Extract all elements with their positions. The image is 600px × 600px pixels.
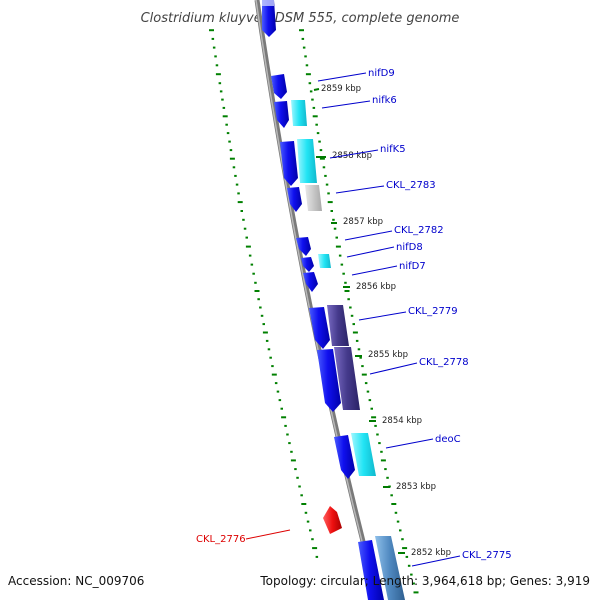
gene-label-nifk5[interactable]: nifK5 bbox=[380, 144, 406, 155]
genome-backbone bbox=[254, 0, 381, 600]
gene-arrow-ckl-2778[interactable] bbox=[317, 349, 341, 412]
gene-box-nifk5[interactable] bbox=[297, 139, 317, 183]
gene-arrow-nifd9[interactable] bbox=[271, 74, 287, 99]
kbp-label: 2859 kbp bbox=[321, 84, 361, 94]
gene-label-ckl-2782[interactable]: CKL_2782 bbox=[394, 225, 444, 236]
gene-label-nifd8[interactable]: nifD8 bbox=[396, 242, 423, 253]
gene-label-nifd7[interactable]: nifD7 bbox=[399, 261, 426, 272]
page-title: Clostridium kluyveri DSM 555, complete g… bbox=[141, 11, 460, 26]
gene-arrow-ckl-2776[interactable] bbox=[323, 506, 342, 534]
right-tick-track bbox=[299, 29, 419, 594]
kbp-scale: 2859 kbp 2858 kbp 2857 kbp 2856 kbp 2855… bbox=[313, 84, 451, 558]
leader-line-ckl-2778 bbox=[369, 362, 418, 375]
gene-arrow-nifd7[interactable] bbox=[303, 272, 318, 292]
kbp-label: 2855 kbp bbox=[368, 350, 408, 360]
gene-label-deoc[interactable]: deoC bbox=[435, 434, 461, 445]
leader-line-ckl-2775 bbox=[411, 555, 461, 567]
kbp-label: 2856 kbp bbox=[356, 282, 396, 292]
accession-text: Accession: NC_009706 bbox=[8, 574, 144, 588]
gene-label-ckl-2776[interactable]: CKL_2776 bbox=[196, 534, 246, 545]
gene-label-ckl-2775[interactable]: CKL_2775 bbox=[462, 550, 512, 561]
genome-backbone-highlight bbox=[255, 0, 378, 600]
leader-line-ckl-2776 bbox=[245, 529, 291, 540]
gene-box-nifd8[interactable] bbox=[318, 254, 331, 268]
gene-features bbox=[271, 74, 405, 600]
gene-arrow-top[interactable] bbox=[262, 0, 276, 37]
gene-arrow-nifk6[interactable] bbox=[274, 101, 289, 128]
gene-arrow-nifk5[interactable] bbox=[280, 141, 298, 186]
gene-label-ckl-2779[interactable]: CKL_2779 bbox=[408, 306, 458, 317]
gene-arrow-ckl-2775[interactable] bbox=[358, 540, 384, 600]
gene-labels: nifD9 nifk6 nifK5 CKL_2783 CKL_2782 nifD… bbox=[196, 68, 512, 561]
leader-line-nifk5 bbox=[329, 149, 379, 159]
leader-line-nifd8 bbox=[346, 246, 395, 258]
leader-line-ckl-2779 bbox=[358, 311, 407, 321]
gene-label-nifk6[interactable]: nifk6 bbox=[372, 95, 397, 106]
gene-label-nifd9[interactable]: nifD9 bbox=[368, 68, 395, 79]
leader-line-deoc bbox=[385, 438, 434, 449]
gene-arrow-ckl-2782[interactable] bbox=[296, 237, 311, 256]
leader-line-nifd9 bbox=[317, 72, 367, 82]
kbp-label: 2858 kbp bbox=[332, 151, 372, 161]
gene-arrow-nifd8[interactable] bbox=[301, 257, 314, 272]
topology-text: Topology: circular; Length: 3,964,618 bp… bbox=[259, 574, 590, 588]
gene-box-ckl-2783[interactable] bbox=[305, 185, 322, 211]
kbp-label: 2853 kbp bbox=[396, 482, 436, 492]
gene-box-nifk6[interactable] bbox=[291, 100, 307, 126]
kbp-label: 2857 kbp bbox=[343, 217, 383, 227]
kbp-tick bbox=[313, 88, 320, 91]
leader-line-nifd7 bbox=[351, 265, 398, 276]
leader-line-nifk6 bbox=[321, 100, 371, 109]
kbp-label: 2854 kbp bbox=[382, 416, 422, 426]
kbp-label: 2852 kbp bbox=[411, 548, 451, 558]
leader-line-ckl-2783 bbox=[335, 185, 385, 194]
gene-box-ckl-2779[interactable] bbox=[327, 305, 349, 346]
leader-line-ckl-2782 bbox=[344, 230, 393, 241]
gene-leader-lines bbox=[245, 72, 461, 567]
gene-arrow-top-highlight bbox=[262, 0, 274, 6]
left-tick-track bbox=[209, 29, 319, 558]
gene-arrow-deoc[interactable] bbox=[334, 435, 355, 479]
gene-box-ckl-2775[interactable] bbox=[375, 536, 405, 600]
gene-arrow-ckl-2779[interactable] bbox=[309, 307, 330, 349]
gene-box-deoc[interactable] bbox=[351, 433, 376, 476]
gene-label-ckl-2778[interactable]: CKL_2778 bbox=[419, 357, 469, 368]
gene-arrow-ckl-2783[interactable] bbox=[287, 187, 302, 212]
gene-box-ckl-2778[interactable] bbox=[334, 347, 360, 410]
gene-label-ckl-2783[interactable]: CKL_2783 bbox=[386, 180, 436, 191]
